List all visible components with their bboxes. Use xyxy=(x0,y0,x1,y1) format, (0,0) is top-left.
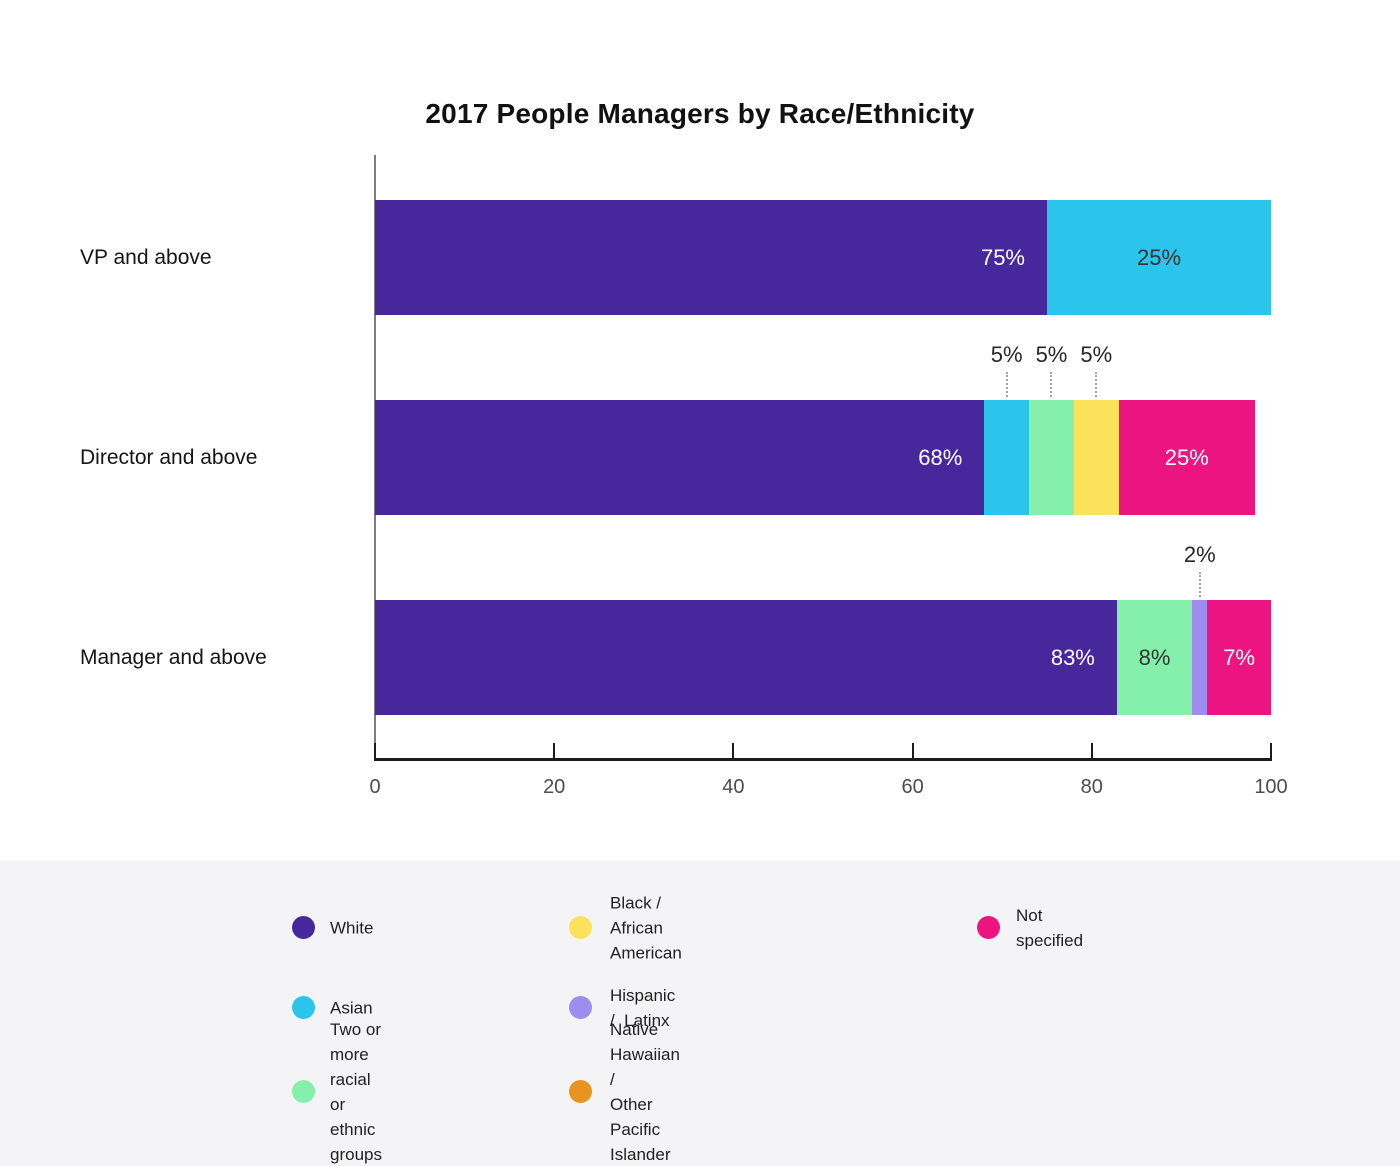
bar-row: 83% 8% 7% xyxy=(375,600,1271,715)
legend-swatch-white-icon xyxy=(292,916,315,939)
legend-band xyxy=(0,861,1400,1166)
bar-segment-white: 68% xyxy=(375,400,985,515)
legend-swatch-black-icon xyxy=(569,916,592,939)
value-label: 75% xyxy=(980,244,1025,270)
legend-label: Asian xyxy=(330,998,373,1018)
value-label: 8% xyxy=(1138,644,1171,670)
category-label: Manager and above xyxy=(80,645,267,669)
category-label: Director and above xyxy=(80,445,258,469)
bar-segment-not_specified: 25% xyxy=(1118,400,1255,515)
bar-segment-asian: 25% xyxy=(1047,200,1271,315)
callout-line xyxy=(1095,372,1098,397)
callout-line xyxy=(1005,372,1008,397)
x-tick xyxy=(553,743,556,758)
legend-label: Native Hawaiian / Other Pacific Islander xyxy=(610,1020,680,1164)
bar-row: 75% 25% xyxy=(375,200,1271,315)
value-label: 83% xyxy=(1050,644,1095,670)
x-tick xyxy=(1270,743,1272,758)
legend-label: Black / African American xyxy=(610,893,682,963)
x-tick-label: 80 xyxy=(1080,776,1103,798)
callout-label: 5% xyxy=(1080,342,1113,367)
category-label: VP and above xyxy=(80,245,212,269)
callout-label: 5% xyxy=(1035,342,1068,367)
legend-label: Hispanic / Latinx xyxy=(610,986,676,1030)
x-axis-line xyxy=(374,758,1272,761)
legend-swatch-two_or_more-icon xyxy=(292,1080,315,1103)
callout-label: 5% xyxy=(990,342,1023,367)
legend-label: Not specified xyxy=(1016,906,1084,950)
x-tick-label: 20 xyxy=(543,776,566,798)
value-label: 7% xyxy=(1223,644,1256,670)
x-tick-label: 100 xyxy=(1254,776,1288,798)
callout-line xyxy=(1198,572,1201,597)
x-tick xyxy=(911,743,914,758)
bar-segment-white: 75% xyxy=(375,200,1047,315)
x-tick xyxy=(732,743,735,758)
x-tick xyxy=(1090,743,1093,758)
x-tick xyxy=(374,743,376,758)
bar-row: 68% 25% xyxy=(375,400,1255,515)
bar-segment-white: 83% xyxy=(375,600,1117,715)
legend-swatch-asian-icon xyxy=(292,996,315,1019)
bar-segment-two_or_more xyxy=(1029,400,1074,515)
legend-swatch-not_specified-icon xyxy=(977,916,1000,939)
chart-title: 2017 People Managers by Race/Ethnicity xyxy=(425,98,975,129)
legend-swatch-hispanic-icon xyxy=(569,996,592,1019)
bar-segment-black xyxy=(1073,400,1119,515)
bar-segment-not_specified: 7% xyxy=(1207,600,1271,715)
x-tick-label: 60 xyxy=(901,776,924,798)
bar-segment-two_or_more: 8% xyxy=(1116,600,1193,715)
value-label: 68% xyxy=(918,444,963,470)
x-tick-label: 0 xyxy=(369,776,381,798)
callout-line xyxy=(1050,372,1053,397)
x-tick-label: 40 xyxy=(722,776,745,798)
legend-swatch-native_hawaiian-icon xyxy=(569,1080,592,1103)
bar-segment-asian xyxy=(984,400,1030,515)
legend-label: Two or more racial or ethnic groups xyxy=(330,1020,382,1164)
bar-segment-hispanic xyxy=(1192,600,1208,715)
value-label: 25% xyxy=(1136,244,1182,270)
legend-label: White xyxy=(330,918,374,938)
value-label: 25% xyxy=(1164,444,1209,470)
callout-label: 2% xyxy=(1183,542,1216,567)
